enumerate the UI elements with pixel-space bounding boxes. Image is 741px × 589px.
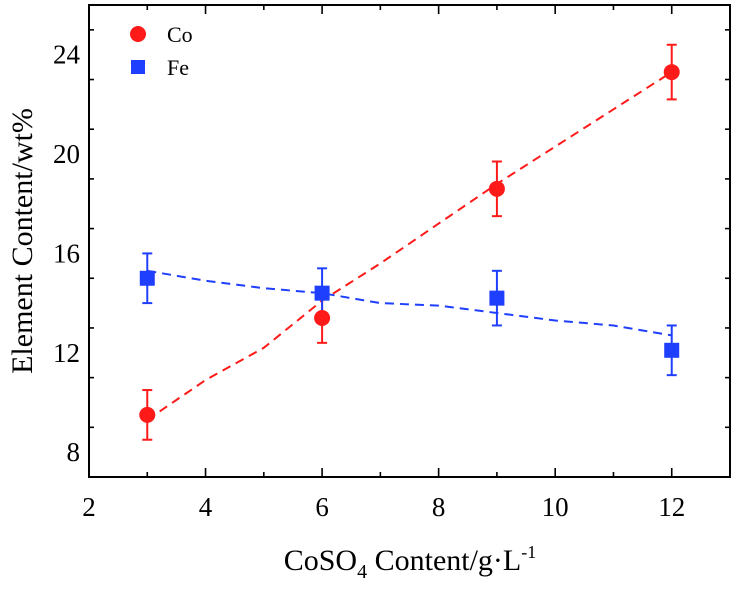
fe-point [139,270,155,286]
co-point [314,310,331,327]
trend-lines [146,71,673,421]
fe-trend-line [147,269,672,337]
x-tick-label: 2 [82,492,96,522]
y-tick-label: 16 [53,238,80,268]
x-axis-title: CoSO4 Content/g·L-1 [284,542,537,583]
co-point [488,180,505,197]
co-legend-label: Co [167,22,193,47]
co-point [663,64,680,81]
axis-ticks [88,5,731,478]
x-axis-title-main: CoSO [284,544,357,577]
x-axis-title-subscript: 4 [357,561,367,583]
data-points [139,64,680,423]
fe-point [664,342,680,358]
y-axis-title: Element Content/wt% [6,108,39,374]
x-axis-title-rest: Content/g·L [367,544,521,577]
y-tick-label: 24 [53,40,81,70]
x-axis-title-superscript: -1 [521,542,536,562]
fe-point [314,285,330,301]
x-tick-label: 12 [658,492,685,522]
y-tick-label: 8 [67,437,81,467]
x-tick-label: 8 [432,492,446,522]
fe-point [489,290,505,306]
error-bars [142,43,677,441]
legend: Co Fe [130,22,193,80]
fe-legend-label: Fe [167,55,189,80]
x-tick-label: 6 [315,492,329,522]
co-point [139,406,156,423]
fe-legend-marker [131,60,145,74]
y-tick-label: 12 [53,338,80,368]
y-tick-label: 20 [53,139,80,169]
plot-frame [88,4,731,478]
co-legend-marker [130,26,146,42]
x-tick-label: 10 [542,492,569,522]
co-trend-line [146,71,673,421]
x-tick-label: 4 [199,492,213,522]
